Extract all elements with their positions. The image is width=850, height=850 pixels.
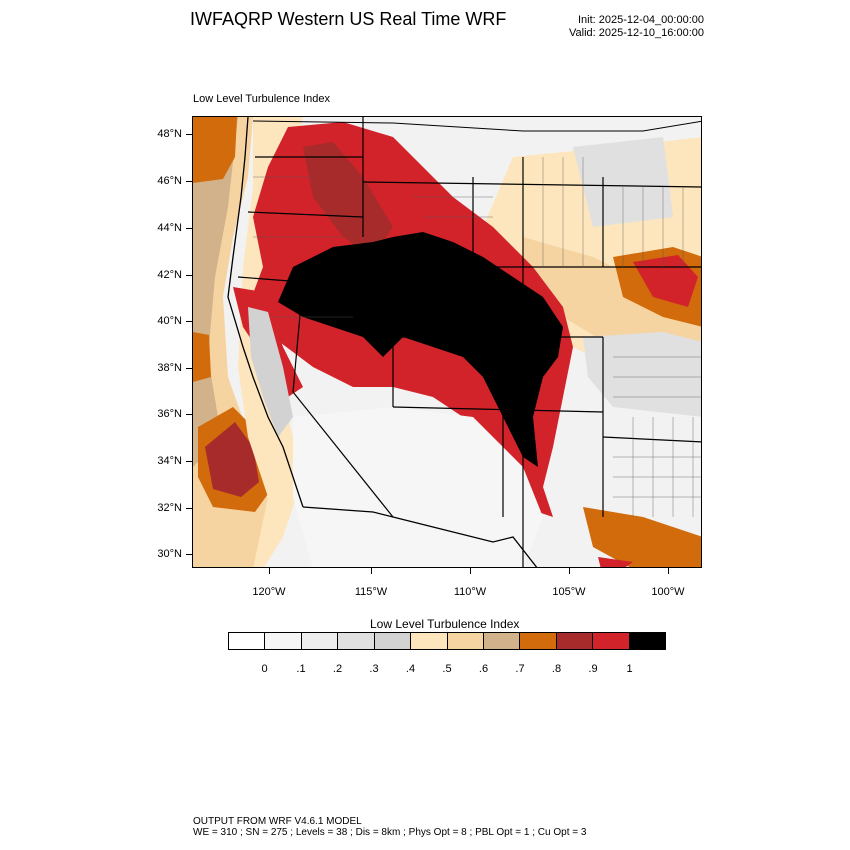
plateau-black-max bbox=[278, 232, 563, 467]
panel-title: Low Level Turbulence Index bbox=[193, 93, 330, 105]
colorbar-label: 0 bbox=[261, 663, 268, 675]
lon-tick bbox=[371, 568, 372, 574]
colorbar-swatch bbox=[593, 633, 630, 649]
lon-label: 120°W bbox=[252, 586, 286, 598]
lon-label: 110°W bbox=[453, 586, 487, 598]
lon-tick bbox=[269, 568, 270, 574]
county-lines bbox=[253, 157, 701, 517]
colorbar-swatch bbox=[374, 633, 412, 649]
colorbar-label: .3 bbox=[369, 663, 379, 675]
lat-label: 30°N bbox=[157, 548, 182, 560]
lat-label: 44°N bbox=[157, 222, 182, 234]
lon-label: 105°W bbox=[552, 586, 586, 598]
lat-label: 34°N bbox=[157, 455, 182, 467]
colorbar-label: .5 bbox=[442, 663, 452, 675]
footer-line-1: OUTPUT FROM WRF V4.6.1 MODEL bbox=[193, 816, 362, 827]
colorbar-swatch bbox=[556, 633, 594, 649]
nebraska-red bbox=[633, 255, 698, 307]
lat-label: 42°N bbox=[157, 269, 182, 281]
colorbar bbox=[228, 632, 666, 650]
southwest-pale bbox=[293, 407, 543, 567]
lat-tick bbox=[186, 461, 192, 462]
colorbar-swatch bbox=[229, 633, 266, 649]
colorbar-label: .9 bbox=[588, 663, 598, 675]
colorbar-label: 1 bbox=[626, 663, 633, 675]
mexico-border bbox=[302, 506, 538, 567]
colorbar-swatch bbox=[338, 633, 375, 649]
lon-tick bbox=[569, 568, 570, 574]
colorbar-label: .1 bbox=[296, 663, 306, 675]
map-panel bbox=[192, 116, 702, 568]
colorbar-swatch bbox=[301, 633, 339, 649]
state-boundaries bbox=[237, 117, 701, 567]
model-footer: OUTPUT FROM WRF V4.6.1 MODEL WE = 310 ; … bbox=[193, 816, 586, 838]
lon-label: 100°W bbox=[651, 586, 685, 598]
lat-tick bbox=[186, 554, 192, 555]
plot-title: IWFAQRP Western US Real Time WRF bbox=[190, 9, 507, 29]
colorbar-swatch bbox=[483, 633, 521, 649]
north-plains-grey bbox=[573, 137, 673, 227]
colorbar-swatch bbox=[447, 633, 484, 649]
pacific-orange-west bbox=[193, 332, 211, 382]
colorbar-swatch bbox=[520, 633, 557, 649]
pacific-field-mid bbox=[193, 117, 238, 467]
lat-tick bbox=[186, 134, 192, 135]
lon-tick bbox=[470, 568, 471, 574]
colorbar-label: .7 bbox=[515, 663, 525, 675]
colorbar-label: .6 bbox=[478, 663, 489, 675]
colorbar-title: Low Level Turbulence Index bbox=[370, 617, 520, 631]
lat-tick bbox=[186, 414, 192, 415]
init-time: Init: 2025-12-04_00:00:00 bbox=[578, 14, 704, 26]
colorbar-label: .4 bbox=[405, 663, 416, 675]
lat-label: 46°N bbox=[157, 175, 182, 187]
lat-tick bbox=[186, 321, 192, 322]
footer-line-2: WE = 310 ; SN = 275 ; Levels = 38 ; Dis … bbox=[193, 827, 587, 838]
texas-orange-band bbox=[583, 507, 701, 567]
northwest-darkred-ridges bbox=[303, 142, 393, 257]
colorbar-swatch bbox=[629, 633, 666, 649]
lat-tick bbox=[186, 181, 192, 182]
lat-label: 40°N bbox=[157, 315, 182, 327]
lat-tick bbox=[186, 508, 192, 509]
colorbar-label: .8 bbox=[551, 663, 562, 675]
lon-tick bbox=[668, 568, 669, 574]
lat-label: 38°N bbox=[157, 362, 182, 374]
lat-label: 36°N bbox=[157, 408, 182, 420]
coastline bbox=[227, 117, 304, 508]
texas-red-spot bbox=[598, 557, 633, 567]
colorbar-label: .2 bbox=[332, 663, 343, 675]
pacific-offshore-orange-north bbox=[193, 117, 237, 183]
turbulence-map bbox=[193, 117, 701, 567]
canada-border bbox=[252, 120, 701, 132]
run-info: Init: 2025-12-04_00:00:00 Valid: 2025-12… bbox=[569, 14, 704, 40]
pacific-offshore-red bbox=[205, 422, 259, 497]
valid-time: Valid: 2025-12-10_16:00:00 bbox=[569, 27, 704, 39]
coast-tan bbox=[238, 117, 303, 567]
colorbar-swatch bbox=[411, 633, 448, 649]
colorbar-swatch bbox=[265, 633, 302, 649]
lat-tick bbox=[186, 275, 192, 276]
lat-tick bbox=[186, 228, 192, 229]
lat-label: 32°N bbox=[157, 502, 182, 514]
lon-label: 115°W bbox=[354, 586, 388, 598]
lat-label: 48°N bbox=[157, 128, 182, 140]
central-valley-grey bbox=[248, 307, 293, 437]
kansas-grey bbox=[583, 332, 701, 417]
lat-tick bbox=[186, 368, 192, 369]
